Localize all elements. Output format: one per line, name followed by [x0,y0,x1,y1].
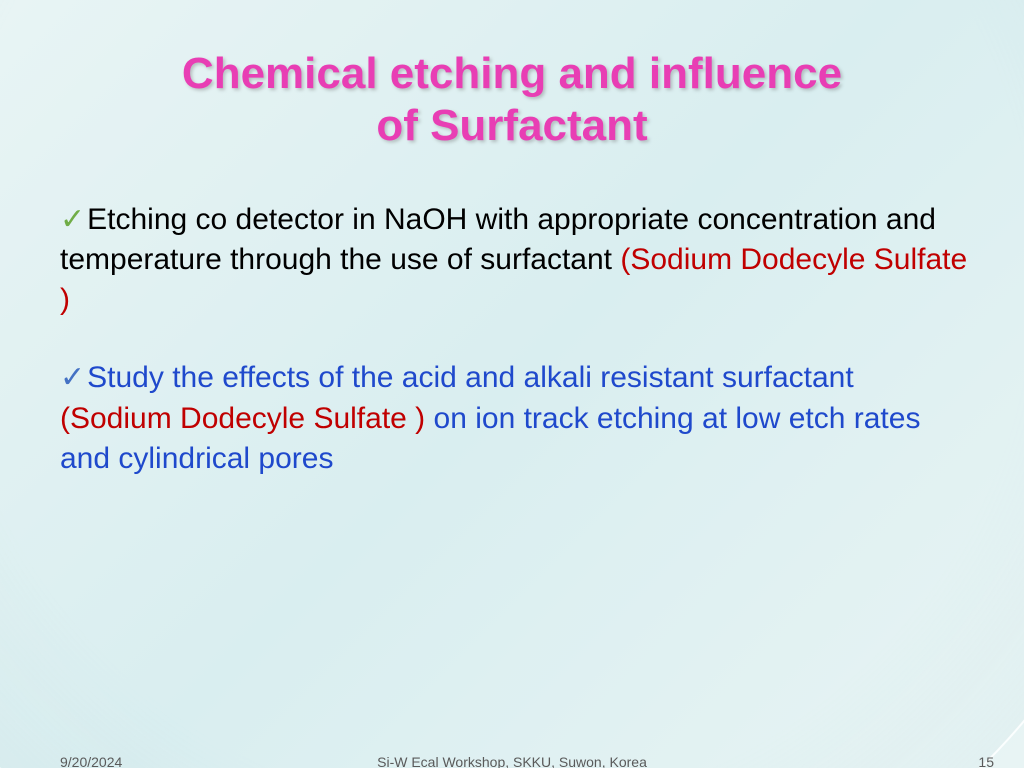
bullet-text-span: (Sodium Dodecyle Sulfate ) [60,402,434,435]
title-line-2: of Surfactant [376,101,647,150]
bullet-item: ✓Etching co detector in NaOH with approp… [60,200,968,321]
footer-page-number: 15 [978,754,994,768]
bullet-list: ✓Etching co detector in NaOH with approp… [56,200,968,479]
checkmark-icon: ✓ [60,361,85,394]
footer-venue: Si-W Ecal Workshop, SKKU, Suwon, Korea [0,754,1024,768]
bullet-item: ✓Study the effects of the acid and alkal… [60,358,968,479]
title-line-1: Chemical etching and influence [182,49,842,98]
bullet-text-span: Study the effects of the acid and alkali… [87,361,854,394]
slide-title: Chemical etching and influence of Surfac… [56,48,968,152]
checkmark-icon: ✓ [60,203,85,236]
slide-body: Chemical etching and influence of Surfac… [0,0,1024,768]
